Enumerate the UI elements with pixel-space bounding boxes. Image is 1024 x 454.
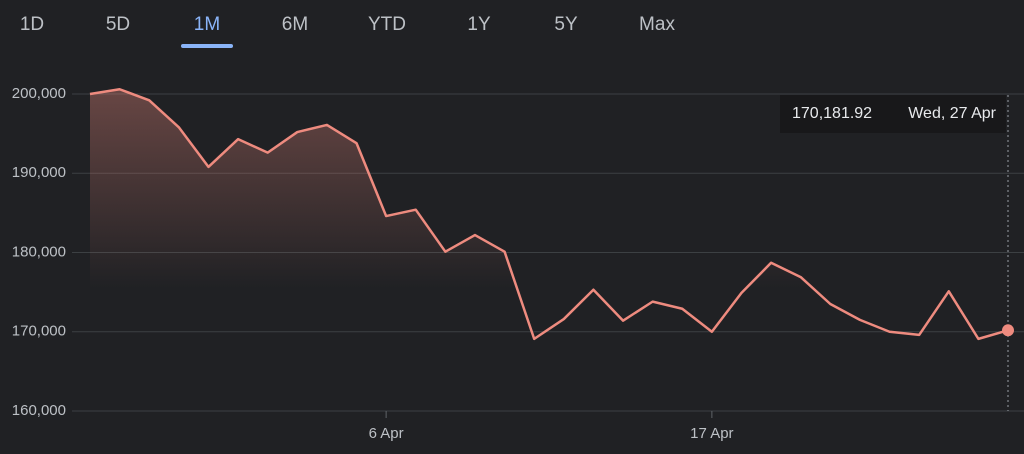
end-point [1002,324,1014,337]
tooltip-date: Wed, 27 Apr [908,105,996,122]
tooltip-box [780,95,1006,133]
range-tab[interactable]: 1M [194,14,220,35]
x-tick-label: 17 Apr [690,425,733,442]
y-tick-label: 180,000 [12,243,66,260]
range-tab[interactable]: 5D [106,14,130,35]
y-tick-label: 170,000 [12,323,66,340]
range-tab[interactable]: 1D [20,14,44,35]
range-tab[interactable]: Max [639,14,675,35]
x-tick-label: 6 Apr [369,425,404,442]
range-tab[interactable]: 6M [282,14,308,35]
range-tab[interactable]: 1Y [467,14,491,35]
y-tick-label: 160,000 [12,402,66,419]
range-tab[interactable]: 5Y [554,14,578,35]
tab-underline [181,44,233,48]
y-tick-label: 190,000 [12,164,66,181]
range-tab[interactable]: YTD [368,14,406,35]
tooltip-value: 170,181.92 [792,105,872,122]
area [90,89,1008,412]
line [89,87,1009,341]
y-tick-label: 200,000 [12,85,66,102]
